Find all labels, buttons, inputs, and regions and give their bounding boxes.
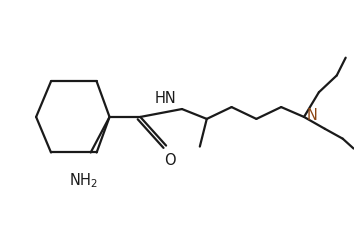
Text: HN: HN <box>154 91 176 106</box>
Text: O: O <box>164 153 176 168</box>
Text: NH$_2$: NH$_2$ <box>69 171 98 189</box>
Text: N: N <box>307 108 318 123</box>
